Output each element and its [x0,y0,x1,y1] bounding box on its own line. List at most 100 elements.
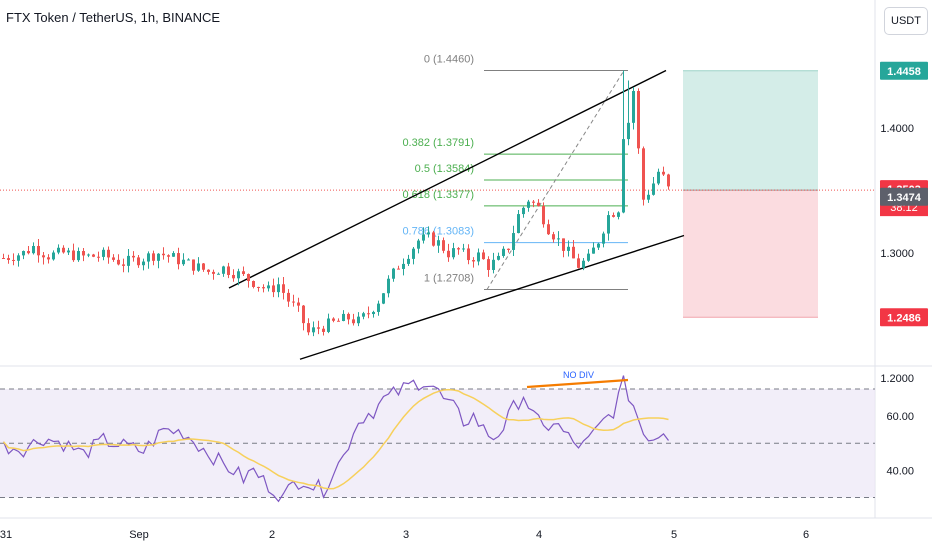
fib-trend-line [486,70,625,290]
candle-body [417,240,420,249]
candle-body [442,240,445,251]
candle-body [517,214,520,234]
candle-body [172,253,175,257]
candle-body [242,271,245,275]
candle-body [72,250,75,261]
candle-body [167,255,170,257]
time-tick-label: 6 [803,529,809,541]
stop-price-tag-bg [880,308,928,327]
candle-body [582,260,585,268]
fib-label-0: 0 (1.4460) [424,54,474,66]
candle-body [437,240,440,246]
candle-body [77,251,80,261]
candle-body [22,251,25,256]
fib-label-0.5: 0.5 (1.3584) [415,163,474,175]
candle-body [222,266,225,274]
candle-body [557,238,560,240]
candle-body [452,248,455,258]
candle-body [247,274,250,282]
candle-body [667,174,670,187]
candle-body [287,292,290,302]
candle-body [587,253,590,261]
candle-body [372,311,375,315]
candle-body [37,245,40,256]
chart-title: FTX Token / TetherUS, 1h, BINANCE [6,10,221,25]
candle-body [212,271,215,274]
candle-body [512,233,515,250]
candle-body [592,247,595,254]
candle-body [647,194,650,200]
candle-body [467,248,470,261]
candle-body [152,253,155,261]
candle-body [532,201,535,203]
candle-body [137,257,140,266]
candle-body [507,248,510,250]
candle-body [327,318,330,332]
candle-body [342,313,345,321]
time-tick-label: 31 [0,529,12,541]
no-div-label: NO DIV [563,370,594,380]
candle-body [227,266,230,275]
candle-body [107,249,110,258]
candle-body [502,248,505,256]
candle-body [127,255,130,266]
candle-body [192,259,195,271]
candle-body [337,320,340,322]
price-tick-label: 1.3000 [880,248,914,260]
candle-body [117,259,120,265]
candle-body [567,246,570,251]
prev-close-tag-bg [880,187,928,206]
currency-button[interactable]: USDT [884,7,928,35]
stop-price-tag: 1.2486 [887,312,921,324]
candle-body [347,313,350,320]
candle-body [157,253,160,261]
candle-body [642,148,645,200]
candle-body [282,284,285,293]
candle-body [52,252,55,260]
rsi-tick-label: 40.00 [886,465,914,477]
candle-body [462,248,465,250]
fib-label-0.786: 0.786 (1.3083) [402,226,474,238]
candle-body [662,171,665,175]
candle-body [312,327,315,333]
no-div-line [526,378,629,389]
candle-body [97,256,100,258]
candle-body [357,316,360,324]
time-tick-label: Sep [129,529,149,541]
time-tick-label: 3 [403,529,409,541]
candle-body [622,139,625,213]
candle-body [387,278,390,294]
candle-body [122,264,125,266]
candle-body [307,323,310,333]
candle-body [332,318,335,321]
candle-body [47,257,50,260]
candle-body [412,248,415,259]
target-price-tag-bg [880,61,928,80]
candle-body [432,232,435,246]
candle-body [477,252,480,262]
candle-body [262,287,265,289]
prev-close-tag: 1.3474 [887,192,922,204]
candle-body [407,258,410,264]
candle-body [547,224,550,235]
candle-body [87,254,90,256]
candle-body [202,263,205,270]
rsi-ma-line [2,388,669,490]
price-tick-label: 1.4000 [880,123,914,135]
candle-body [62,247,65,253]
candle-body [447,250,450,258]
candle-body [632,90,635,123]
candle-body [352,319,355,324]
candle-body [552,234,555,240]
candle-body [187,259,190,261]
candle-body [597,243,600,248]
time-tick-label: 4 [536,529,542,541]
candle-body [57,247,60,253]
candle-body [377,303,380,312]
candle-body [612,215,615,217]
candle-body [132,255,135,258]
candle-body [27,251,30,254]
candle-body [267,285,270,289]
fib-label-1: 1 (1.2708) [424,273,474,285]
